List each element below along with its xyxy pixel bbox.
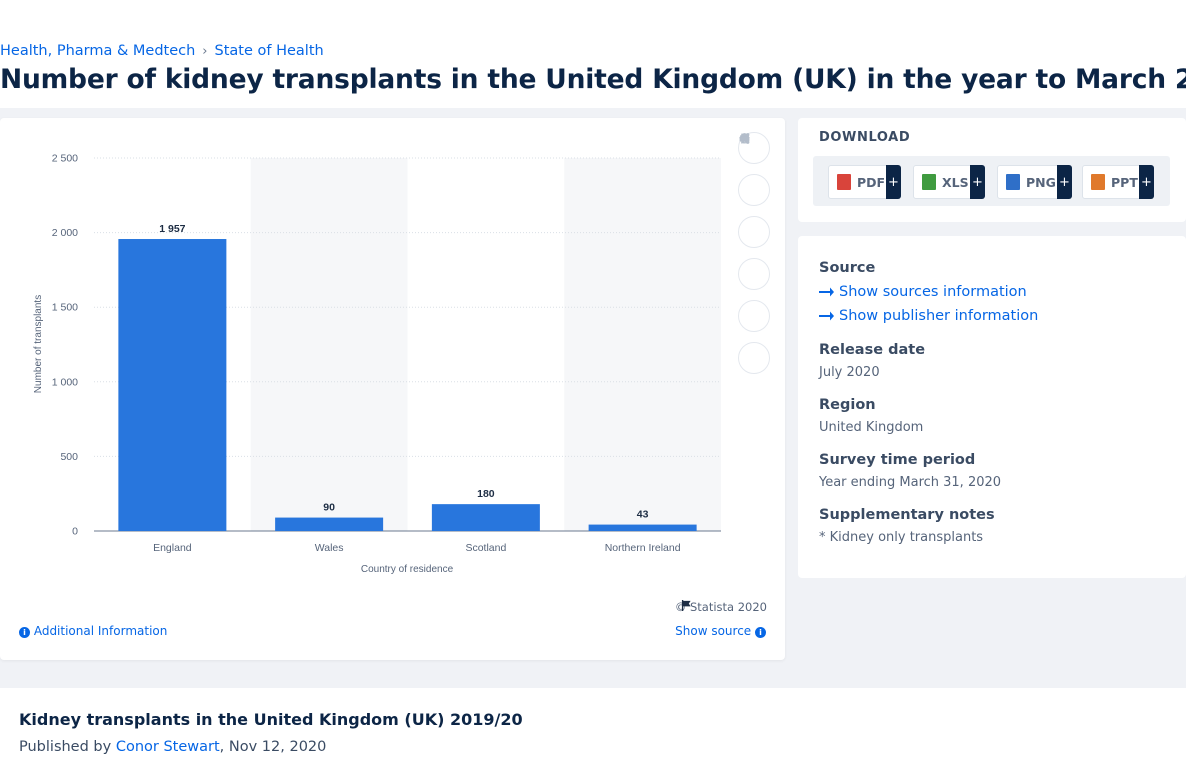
release-date-heading: Release date [819, 342, 926, 358]
breadcrumb: Health, Pharma & Medtech › State of Heal… [0, 43, 324, 59]
data-label: 43 [637, 509, 649, 521]
print-icon [739, 133, 750, 144]
bar-chart: 0 500 1 000 1 500 2 000 2 500 1 957 England 90 Wa… [33, 153, 721, 575]
header-band [0, 0, 1186, 108]
download-png-button[interactable]: PNG + [997, 165, 1072, 199]
breadcrumb-health-pharma[interactable]: Health, Pharma & Medtech [0, 43, 196, 59]
download-title: DOWNLOAD [819, 130, 911, 145]
x-axis-title: Country of residence [361, 564, 454, 575]
xls-file-icon [922, 174, 936, 190]
x-tick-label: England [153, 542, 192, 554]
y-tick-label: 1 000 [52, 376, 78, 388]
download-xls-label: XLS [942, 174, 969, 190]
png-plus-icon[interactable]: + [1057, 165, 1072, 199]
flag-icon[interactable] [681, 600, 692, 611]
ppt-plus-icon[interactable]: + [1139, 165, 1154, 199]
publication-card: Kidney transplants in the United Kingdom… [0, 688, 1186, 760]
download-pdf-button[interactable]: PDF + [828, 165, 901, 199]
png-file-icon [1006, 174, 1020, 190]
ppt-file-icon [1091, 174, 1105, 190]
y-tick-label: 1 500 [52, 302, 78, 314]
published-date: , Nov 12, 2020 [219, 739, 327, 755]
y-tick-label: 500 [60, 451, 78, 463]
supplementary-notes-value: * Kidney only transplants [819, 530, 984, 545]
download-ppt-button[interactable]: PPT + [1082, 165, 1154, 199]
xls-plus-icon[interactable]: + [970, 165, 985, 199]
show-publisher-label: Show publisher information [839, 308, 1039, 324]
bar [118, 239, 227, 531]
info-icon: i [755, 627, 766, 638]
data-label: 1 957 [159, 223, 185, 235]
data-label: 180 [477, 488, 495, 500]
category-band [564, 158, 721, 531]
print-button[interactable] [738, 133, 770, 374]
download-png-label: PNG [1026, 174, 1056, 190]
x-tick-label: Wales [315, 542, 344, 554]
download-buttons: PDF + XLS + PNG + PPT + [813, 156, 1170, 206]
y-tick-label: 0 [72, 526, 78, 538]
chart-card: 0 500 1 000 1 500 2 000 2 500 1 957 England 90 Wa… [0, 118, 785, 660]
source-heading: Source [819, 260, 876, 276]
show-source-label: Show source [675, 624, 752, 638]
supplementary-notes-heading: Supplementary notes [819, 507, 995, 523]
bar [275, 517, 384, 531]
arrow-right-icon [819, 311, 834, 321]
show-sources-label: Show sources information [839, 284, 1027, 300]
show-source-link[interactable]: Show source i [675, 624, 766, 638]
pdf-plus-icon[interactable]: + [886, 165, 901, 199]
cite-button[interactable] [738, 135, 770, 332]
additional-information-link[interactable]: i Additional Information [19, 624, 167, 638]
survey-period-heading: Survey time period [819, 452, 976, 468]
download-ppt-label: PPT [1111, 174, 1138, 190]
download-pdf-label: PDF [857, 174, 886, 190]
y-tick-label: 2 000 [52, 227, 78, 239]
data-label: 90 [323, 502, 335, 514]
show-publisher-link[interactable]: Show publisher information [819, 308, 1038, 324]
published-by: Published by Conor Stewart, Nov 12, 2020 [19, 739, 326, 755]
bar [588, 524, 697, 531]
chart-toolbar [738, 132, 772, 384]
y-axis-title: Number of transplants [33, 295, 44, 393]
statistic-details-panel: Source Show sources information Show pub… [798, 236, 1186, 578]
notification-button[interactable] [738, 133, 770, 206]
x-tick-label: Northern Ireland [605, 542, 681, 554]
breadcrumb-separator: › [202, 43, 208, 59]
breadcrumb-state-of-health[interactable]: State of Health [214, 43, 324, 59]
info-icon: i [19, 627, 30, 638]
arrow-right-icon [819, 287, 834, 297]
pdf-file-icon [837, 174, 851, 190]
share-button[interactable] [738, 133, 770, 290]
download-panel: DOWNLOAD PDF + XLS + PNG + PPT + [798, 118, 1186, 222]
copyright-text: © Statista 2020 [674, 600, 767, 614]
release-date-value: July 2020 [819, 365, 880, 380]
published-prefix: Published by [19, 739, 112, 755]
download-xls-button[interactable]: XLS + [913, 165, 985, 199]
page-title: Number of kidney transplants in the Unit… [0, 64, 1186, 95]
region-value: United Kingdom [819, 420, 924, 435]
survey-period-value: Year ending March 31, 2020 [819, 475, 1002, 490]
show-sources-link[interactable]: Show sources information [819, 284, 1027, 300]
region-heading: Region [819, 397, 876, 413]
category-band [250, 158, 408, 531]
settings-button[interactable] [738, 133, 770, 248]
copyright: © Statista 2020 [675, 600, 767, 614]
bar [431, 504, 540, 531]
y-tick-label: 2 500 [52, 153, 78, 165]
additional-information-label: Additional Information [33, 624, 168, 638]
publication-title: Kidney transplants in the United Kingdom… [19, 710, 523, 729]
author-link[interactable]: Conor Stewart [115, 739, 220, 755]
x-tick-label: Scotland [465, 542, 506, 554]
